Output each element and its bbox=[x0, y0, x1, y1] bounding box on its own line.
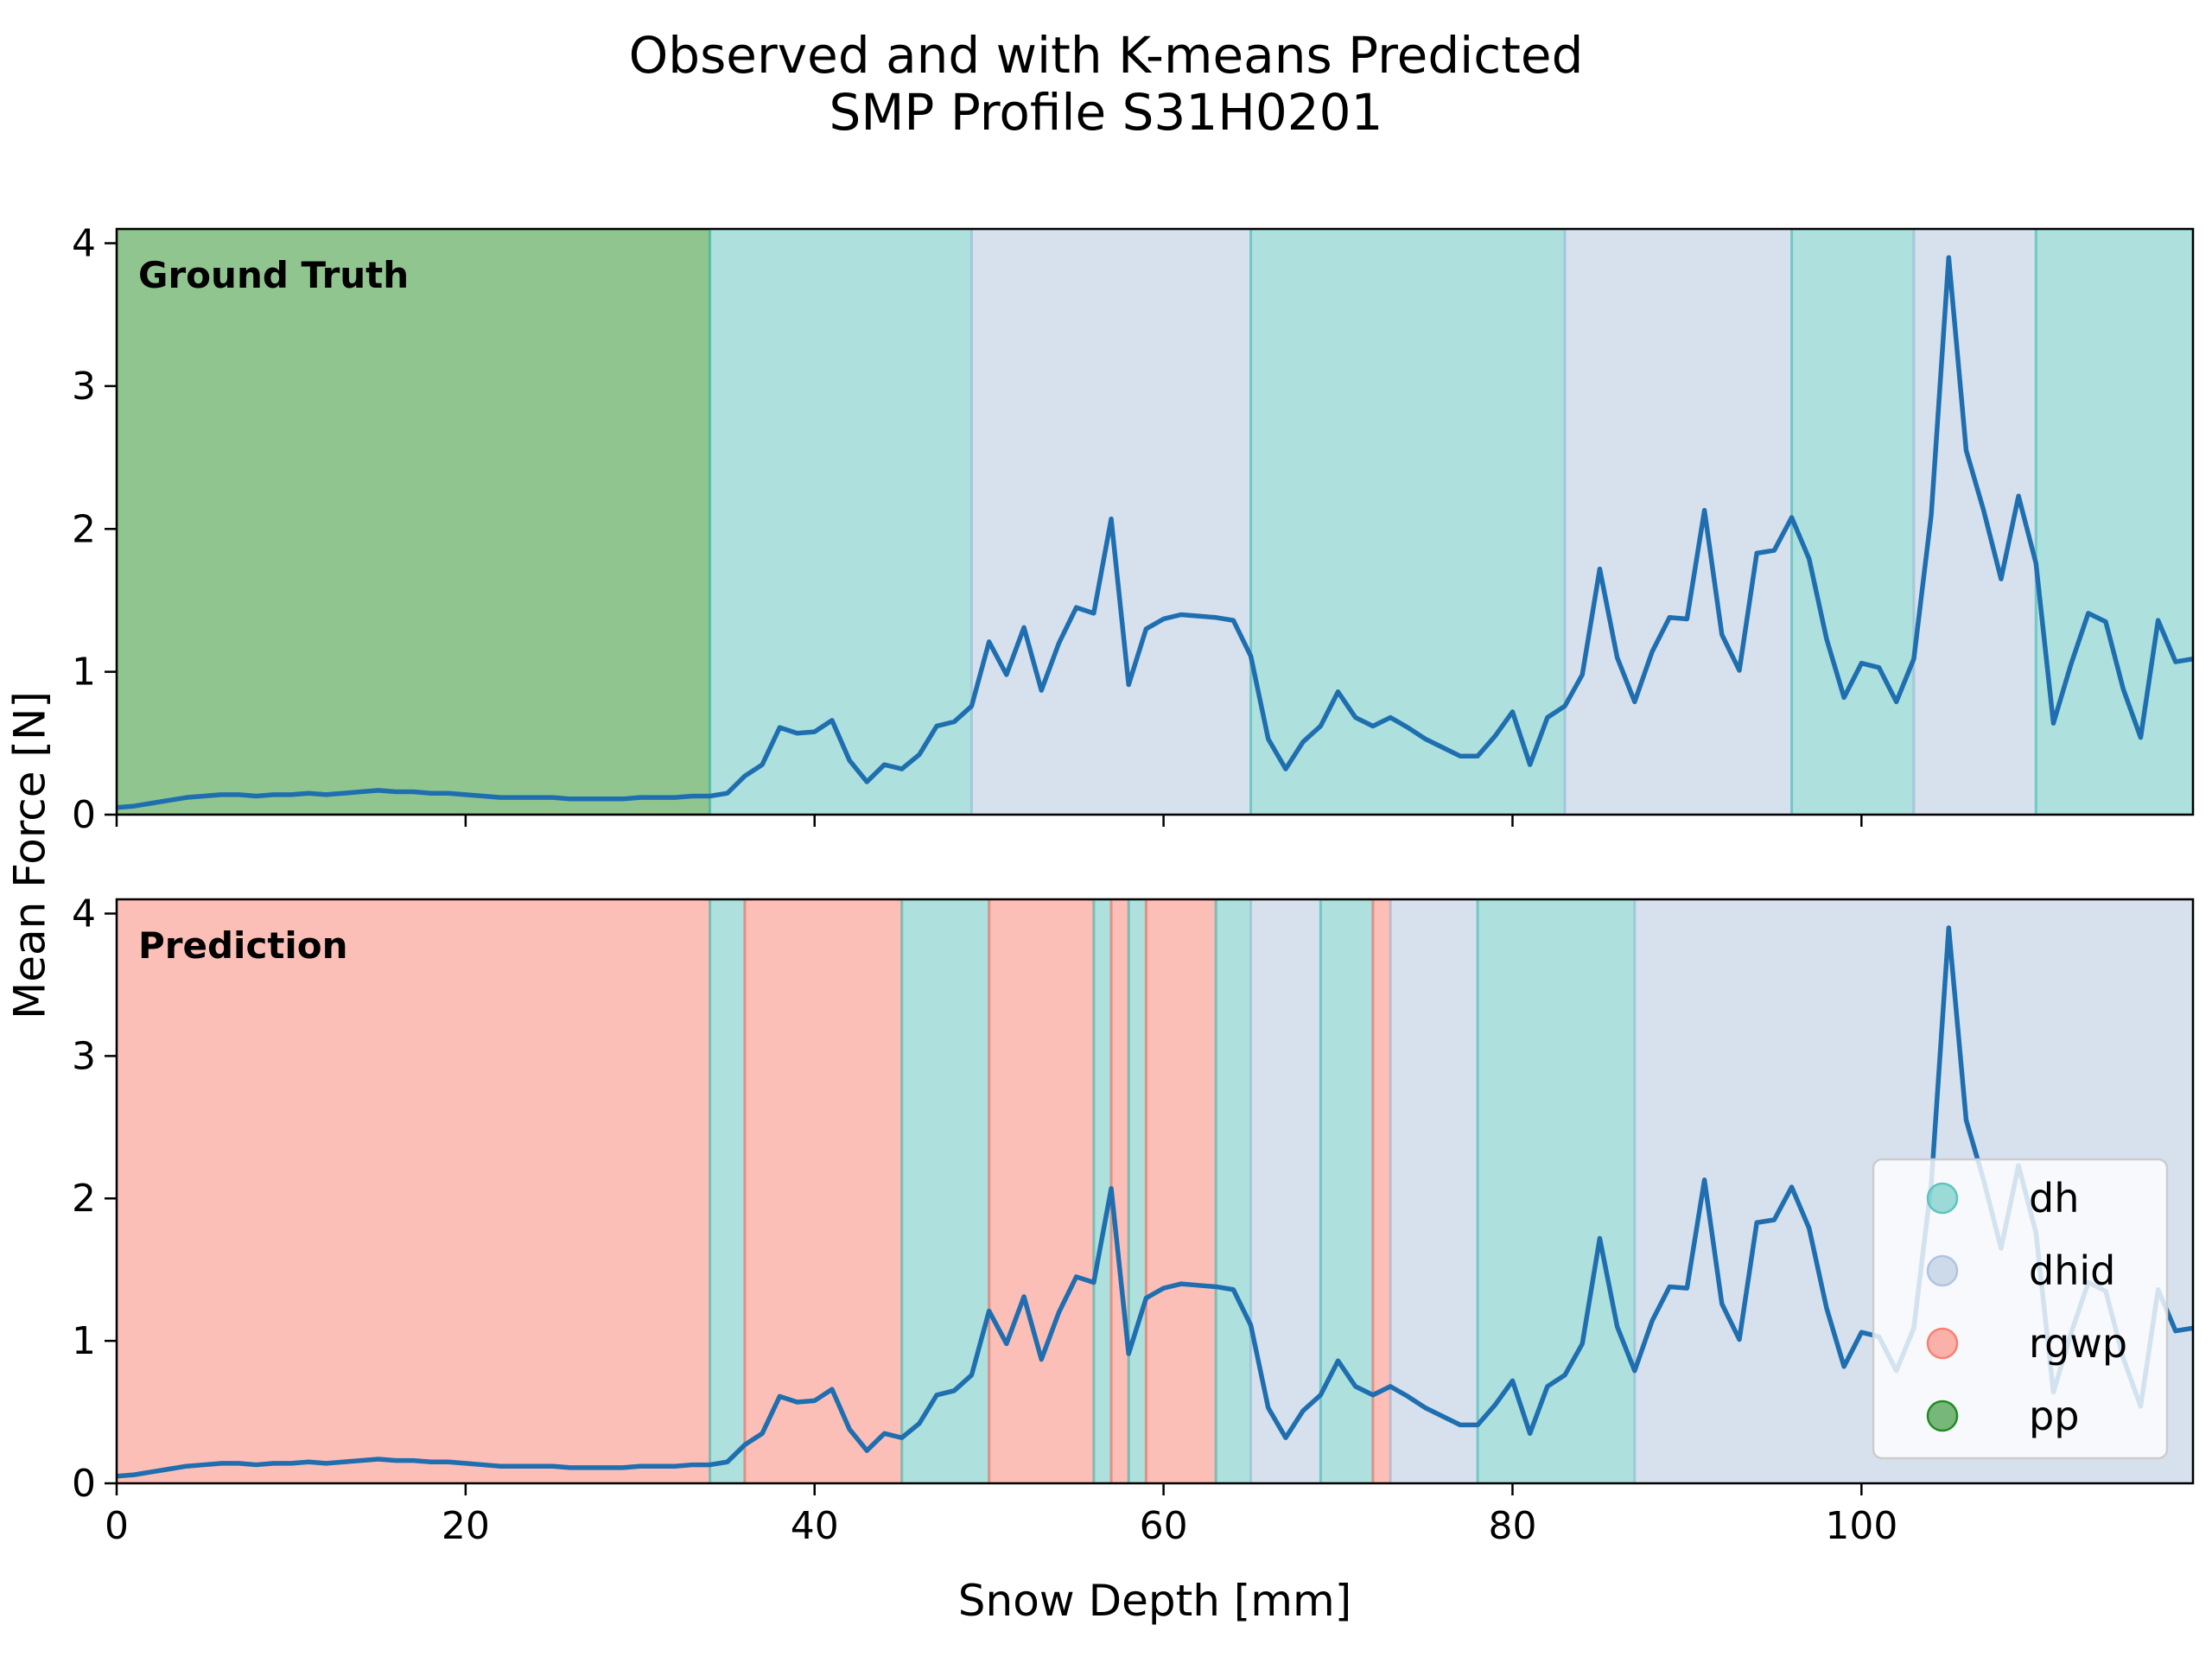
legend-marker-rgwp bbox=[1926, 1327, 1959, 1360]
y-tick-label: 2 bbox=[72, 1177, 96, 1221]
class-segment-rgwp bbox=[988, 899, 1096, 1483]
class-segment-dh bbox=[1214, 899, 1253, 1483]
x-tick-label: 60 bbox=[1140, 1504, 1188, 1548]
class-segment-dh bbox=[709, 229, 973, 815]
class-segment-dh bbox=[1476, 899, 1637, 1483]
force-line bbox=[117, 255, 2193, 810]
x-tick-label: 80 bbox=[1488, 1504, 1536, 1548]
legend-frame bbox=[1872, 1158, 2169, 1460]
y-tick-label: 3 bbox=[72, 1034, 96, 1078]
y-tick-label: 0 bbox=[72, 793, 96, 837]
legend-marker-dhid bbox=[1926, 1254, 1959, 1287]
y-tick-label: 2 bbox=[72, 507, 96, 551]
y-tick-label: 1 bbox=[72, 1319, 96, 1363]
panel-ground-truth: 0 1 2 3 4 Ground Truth bbox=[72, 222, 2195, 837]
legend: dh dhid rgwp pp bbox=[1872, 1158, 2169, 1460]
legend-label-dh: dh bbox=[2029, 1175, 2079, 1222]
class-segment-dhid bbox=[1563, 229, 1794, 815]
class-segment-rgwp bbox=[117, 899, 712, 1483]
axes-frame bbox=[115, 898, 2195, 1485]
legend-label-rgwp: rgwp bbox=[2029, 1320, 2127, 1367]
y-axis-label: Mean Force [N] bbox=[5, 691, 55, 1019]
legend-marker-dh bbox=[1926, 1182, 1959, 1215]
legend-label-pp: pp bbox=[2029, 1393, 2079, 1439]
x-tick-label: 100 bbox=[1825, 1504, 1897, 1548]
class-segment-dh bbox=[1790, 229, 1916, 815]
y-tick-label: 0 bbox=[72, 1462, 96, 1506]
y-tick-label: 4 bbox=[72, 222, 96, 266]
x-tick-label: 20 bbox=[442, 1504, 490, 1548]
class-segment-dhid bbox=[1249, 899, 1322, 1483]
y-tick-label: 4 bbox=[72, 892, 96, 936]
class-segment-dh bbox=[1127, 899, 1147, 1483]
legend-marker-pp bbox=[1926, 1400, 1959, 1432]
panel-label: Ground Truth bbox=[138, 254, 409, 296]
class-segment-dh bbox=[2034, 229, 2193, 815]
chart-title: Observed and with K-means Predicted bbox=[629, 26, 1584, 85]
class-segment-dh bbox=[1319, 899, 1375, 1483]
x-tick-label: 40 bbox=[791, 1504, 839, 1548]
panel-label: Prediction bbox=[138, 924, 348, 967]
axes-frame bbox=[115, 227, 2195, 816]
class-segment-rgwp bbox=[1144, 899, 1217, 1483]
x-axis-label: Snow Depth [mm] bbox=[958, 1576, 1351, 1626]
class-segment-dhid bbox=[1912, 229, 2037, 815]
class-segment-dh bbox=[709, 899, 747, 1483]
class-segment-pp bbox=[117, 229, 712, 815]
x-tick-label: 0 bbox=[105, 1504, 129, 1548]
chart-title: SMP Profile S31H0201 bbox=[830, 83, 1383, 142]
class-segment-dh bbox=[900, 899, 991, 1483]
legend-label-dhid: dhid bbox=[2029, 1247, 2115, 1294]
y-tick-label: 3 bbox=[72, 365, 96, 409]
y-tick-label: 1 bbox=[72, 651, 96, 695]
force-line bbox=[117, 925, 2193, 1479]
